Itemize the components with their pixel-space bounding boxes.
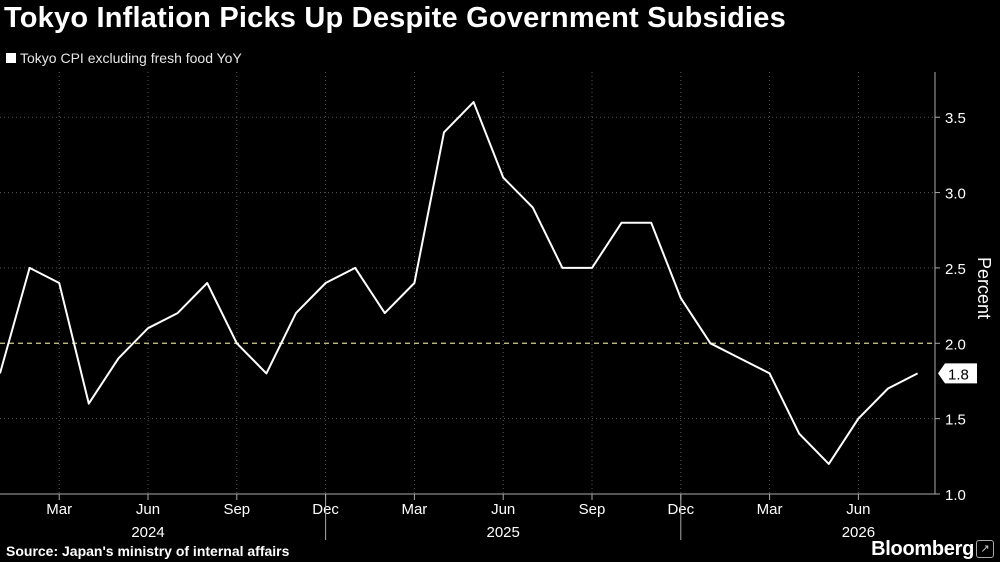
- chart-title: Tokyo Inflation Picks Up Despite Governm…: [4, 2, 786, 34]
- y-tick-label: 3.0: [945, 186, 966, 203]
- y-tick-label: 1.5: [945, 412, 966, 429]
- x-tick-label: Jun: [491, 501, 515, 518]
- legend-swatch: [6, 53, 16, 63]
- source-note: Source: Japan's ministry of internal aff…: [6, 543, 290, 559]
- x-tick-label: Jun: [846, 501, 870, 518]
- year-label: 2026: [842, 524, 875, 541]
- x-tick-label: Mar: [757, 501, 783, 518]
- x-tick-label: Mar: [401, 501, 427, 518]
- x-tick-label: Jun: [136, 501, 160, 518]
- y-axis-label: Percent: [974, 257, 994, 319]
- y-tick-label: 2.5: [945, 261, 966, 278]
- y-tick-label: 3.5: [945, 110, 966, 127]
- last-value-label: 1.8: [948, 366, 969, 383]
- y-tick-label: 1.0: [945, 487, 966, 504]
- expand-icon[interactable]: ↗: [976, 540, 994, 558]
- x-tick-label: Sep: [579, 501, 606, 518]
- series-line: [0, 101, 919, 465]
- year-label: 2024: [131, 524, 164, 541]
- last-value-flag: [938, 363, 977, 384]
- brand-logo: Bloomberg: [871, 538, 974, 560]
- y-tick-label: 2.0: [945, 336, 966, 353]
- legend: Tokyo CPI excluding fresh food YoY: [6, 50, 242, 66]
- x-tick-label: Mar: [46, 501, 72, 518]
- legend-label: Tokyo CPI excluding fresh food YoY: [20, 50, 242, 66]
- x-tick-label: Sep: [223, 501, 250, 518]
- year-label: 2025: [487, 524, 520, 541]
